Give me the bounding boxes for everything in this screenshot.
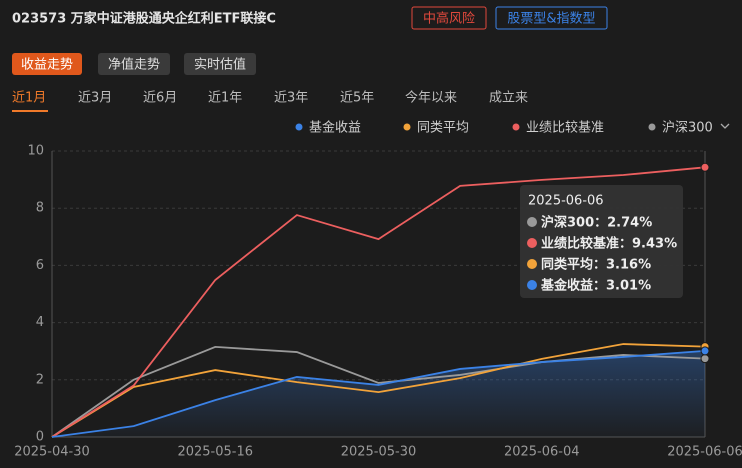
y-tick-label: 0 [36,430,44,445]
tooltip-dot [527,280,537,290]
series-line [51,343,706,438]
y-tick-label: 2 [36,372,44,387]
risk-tag: 中高风险 [423,11,475,27]
x-tick-label: 2025-06-04 [504,445,580,460]
end-point [700,162,710,172]
legend-label[interactable]: 沪深300 [662,120,713,136]
tooltip-box [520,185,683,298]
y-tick-label: 6 [36,258,44,273]
end-point [700,354,710,364]
tab-button[interactable]: 实时估值 [194,57,246,73]
series-line [51,350,706,438]
legend-chevron[interactable] [720,123,730,129]
x-tick-label: 2025-05-16 [177,445,253,460]
fund-title: 023573 万家中证港股通央企红利ETF联接C [12,11,276,27]
tab-button[interactable]: 收益走势 [21,57,73,73]
period-tab[interactable]: 近6月 [143,91,177,106]
legend-label[interactable]: 业绩比较基准 [526,121,604,136]
tooltip-row: 同类平均：3.16% [541,257,651,273]
tab-button-box[interactable] [98,53,170,75]
legend-dot[interactable] [403,123,411,131]
tooltip-dot [527,259,537,269]
risk-tag-box [411,6,487,30]
risk-tag: 股票型&指数型 [507,12,595,27]
fund-area [52,350,705,437]
legend-dot[interactable] [512,123,520,131]
y-tick-label: 10 [27,144,44,159]
y-tick-label: 4 [36,315,44,330]
legend-dot[interactable] [295,123,303,131]
period-tab[interactable]: 近3年 [274,91,308,106]
legend-label[interactable]: 同类平均 [417,121,469,136]
legend-label[interactable]: 基金收益 [309,120,361,136]
tab-button-box[interactable] [12,53,82,75]
series-line [51,345,706,438]
end-point [700,346,710,356]
tooltip-dot [527,217,537,227]
legend-dot[interactable] [648,123,656,131]
y-tick-label: 8 [36,201,44,216]
period-tab[interactable]: 近1年 [208,91,242,106]
series-line [51,166,706,438]
tab-button[interactable]: 净值走势 [108,57,160,73]
period-tab[interactable]: 近3月 [78,91,112,106]
period-tab[interactable]: 今年以来 [405,90,457,106]
tooltip-dot [527,238,537,248]
x-tick-label: 2025-06-06 [667,445,742,460]
period-tab[interactable]: 近1月 [12,91,46,106]
period-tab[interactable]: 近5年 [340,91,374,106]
tooltip-row: 基金收益：3.01% [540,278,651,294]
tooltip-date: 2025-06-06 [528,194,604,209]
tab-button-box[interactable] [184,53,256,75]
tooltip-row: 沪深300：2.74% [541,215,652,231]
period-tab[interactable]: 成立来 [489,91,528,106]
risk-tag-box [495,6,608,30]
tooltip-row: 业绩比较基准：9.43% [541,236,677,252]
x-tick-label: 2025-04-30 [14,445,90,460]
x-tick-label: 2025-05-30 [341,445,417,460]
